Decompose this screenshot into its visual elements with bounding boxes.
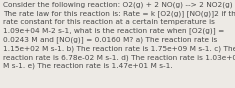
Text: Consider the following reaction: O2(g) + 2 NO(g) --> 2 NO2(g)
The rate law for t: Consider the following reaction: O2(g) +…: [3, 1, 235, 69]
